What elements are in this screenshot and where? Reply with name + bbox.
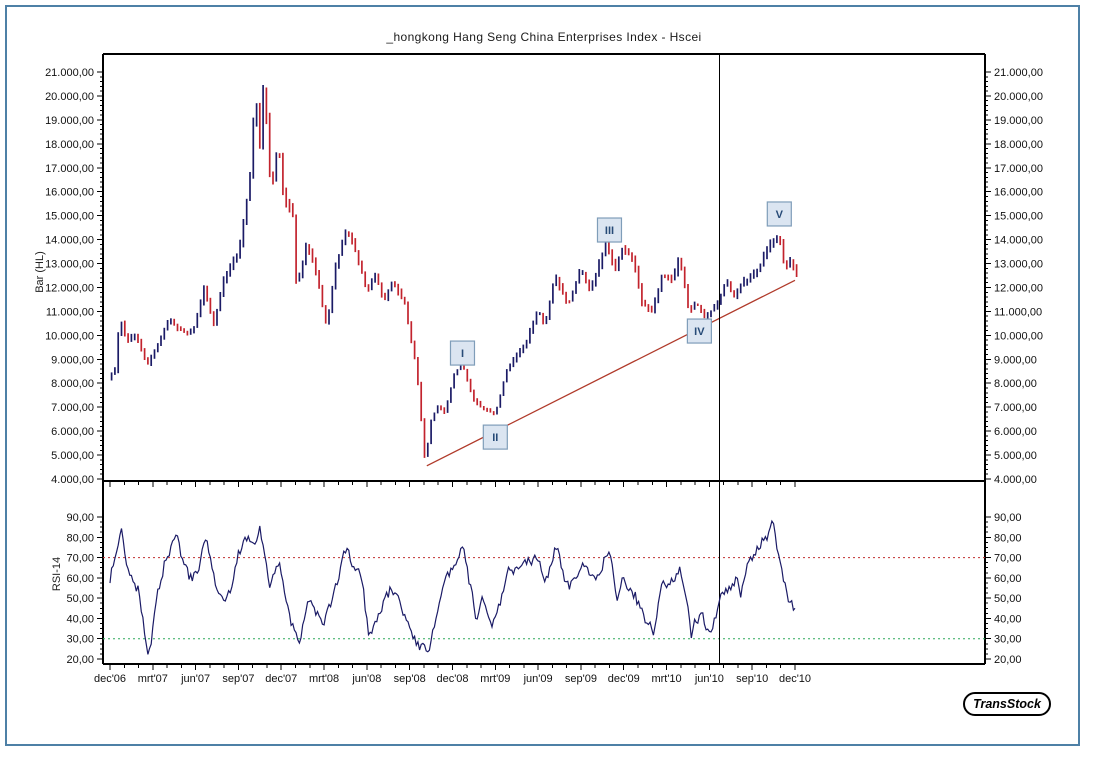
svg-text:70,00: 70,00 (66, 553, 94, 565)
svg-text:7.000,00: 7.000,00 (994, 402, 1037, 414)
svg-text:dec'10: dec'10 (779, 673, 811, 685)
svg-text:50,00: 50,00 (66, 593, 94, 605)
svg-text:5.000,00: 5.000,00 (51, 450, 94, 462)
svg-text:80,00: 80,00 (994, 532, 1022, 544)
svg-text:60,00: 60,00 (994, 573, 1022, 585)
svg-text:sep'08: sep'08 (394, 673, 426, 685)
svg-text:8.000,00: 8.000,00 (51, 378, 94, 390)
svg-text:5.000,00: 5.000,00 (994, 450, 1037, 462)
svg-text:V: V (776, 209, 784, 221)
price-bars (110, 85, 798, 458)
svg-text:12.000,00: 12.000,00 (994, 282, 1043, 294)
svg-text:jun'07: jun'07 (180, 673, 210, 685)
svg-text:15.000,00: 15.000,00 (45, 211, 94, 223)
svg-text:dec'07: dec'07 (265, 673, 297, 685)
svg-text:9.000,00: 9.000,00 (994, 354, 1037, 366)
svg-text:14.000,00: 14.000,00 (45, 235, 94, 247)
svg-text:mrt'07: mrt'07 (138, 673, 168, 685)
svg-text:III: III (605, 225, 614, 237)
svg-text:14.000,00: 14.000,00 (994, 235, 1043, 247)
rsi-line (109, 519, 796, 655)
svg-text:mrt'09: mrt'09 (480, 673, 510, 685)
svg-text:jun'08: jun'08 (351, 673, 381, 685)
svg-text:19.000,00: 19.000,00 (994, 115, 1043, 127)
svg-text:13.000,00: 13.000,00 (994, 259, 1043, 271)
svg-text:90,00: 90,00 (66, 512, 94, 524)
svg-text:10.000,00: 10.000,00 (45, 330, 94, 342)
svg-text:17.000,00: 17.000,00 (45, 163, 94, 175)
svg-text:30,00: 30,00 (994, 634, 1022, 646)
wave-label-V[interactable]: V (766, 201, 792, 227)
svg-text:8.000,00: 8.000,00 (994, 378, 1037, 390)
svg-text:90,00: 90,00 (994, 512, 1022, 524)
chart-title: _hongkong Hang Seng China Enterprises In… (386, 30, 702, 44)
svg-text:70,00: 70,00 (994, 553, 1022, 565)
transstock-logo: TransStock (963, 692, 1051, 716)
svg-text:10.000,00: 10.000,00 (994, 330, 1043, 342)
svg-text:mrt'10: mrt'10 (651, 673, 681, 685)
svg-text:9.000,00: 9.000,00 (51, 354, 94, 366)
svg-text:I: I (461, 348, 464, 360)
wave-label-II[interactable]: II (482, 424, 508, 450)
svg-text:16.000,00: 16.000,00 (994, 187, 1043, 199)
svg-text:sep'10: sep'10 (736, 673, 768, 685)
svg-text:dec'06: dec'06 (94, 673, 126, 685)
svg-text:40,00: 40,00 (66, 613, 94, 625)
svg-text:dec'08: dec'08 (436, 673, 468, 685)
svg-text:30,00: 30,00 (66, 634, 94, 646)
rsi-y-axis: 90,00 90,00 80,00 80,00 70,00 70,00 60,00 60,00… (66, 512, 1021, 666)
svg-text:6.000,00: 6.000,00 (51, 426, 94, 438)
trendline[interactable] (426, 279, 796, 467)
svg-text:21.000,00: 21.000,00 (994, 67, 1043, 79)
svg-text:mrt'08: mrt'08 (309, 673, 339, 685)
svg-text:II: II (492, 432, 498, 444)
price-y-axis: 21.000,00 21.000,00 20.000,00 20.000,00 19.0… (45, 67, 1043, 486)
svg-text:16.000,00: 16.000,00 (45, 187, 94, 199)
svg-text:4.000,00: 4.000,00 (994, 474, 1037, 486)
svg-text:80,00: 80,00 (66, 532, 94, 544)
svg-text:20.000,00: 20.000,00 (994, 91, 1043, 103)
chart-frame (102, 53, 986, 665)
svg-text:IV: IV (694, 326, 705, 338)
svg-text:18.000,00: 18.000,00 (994, 139, 1043, 151)
svg-text:6.000,00: 6.000,00 (994, 426, 1037, 438)
svg-text:dec'09: dec'09 (608, 673, 640, 685)
svg-text:20.000,00: 20.000,00 (45, 91, 94, 103)
svg-text:11.000,00: 11.000,00 (994, 306, 1042, 318)
svg-text:7.000,00: 7.000,00 (51, 402, 94, 414)
svg-text:4.000,00: 4.000,00 (51, 474, 94, 486)
svg-text:50,00: 50,00 (994, 593, 1022, 605)
svg-text:18.000,00: 18.000,00 (45, 139, 94, 151)
svg-text:21.000,00: 21.000,00 (45, 67, 94, 79)
svg-text:11.000,00: 11.000,00 (46, 306, 94, 318)
wave-label-IV[interactable]: IV (686, 318, 712, 344)
svg-text:12.000,00: 12.000,00 (45, 282, 94, 294)
svg-text:17.000,00: 17.000,00 (994, 163, 1043, 175)
svg-text:20,00: 20,00 (994, 654, 1022, 666)
wave-label-I[interactable]: I (449, 340, 476, 366)
wave-label-III[interactable]: III (596, 217, 623, 243)
svg-text:jun'10: jun'10 (694, 673, 724, 685)
svg-text:40,00: 40,00 (994, 613, 1022, 625)
svg-text:13.000,00: 13.000,00 (45, 259, 94, 271)
svg-text:sep'07: sep'07 (222, 673, 254, 685)
svg-text:60,00: 60,00 (66, 573, 94, 585)
svg-text:sep'09: sep'09 (565, 673, 597, 685)
svg-text:19.000,00: 19.000,00 (45, 115, 94, 127)
svg-text:15.000,00: 15.000,00 (994, 211, 1043, 223)
svg-text:jun'09: jun'09 (523, 673, 553, 685)
x-axis: dec'06 mrt'07 jun'07 sep'07 dec'07 mrt'08 jun'… (94, 481, 811, 685)
svg-text:20,00: 20,00 (66, 654, 94, 666)
